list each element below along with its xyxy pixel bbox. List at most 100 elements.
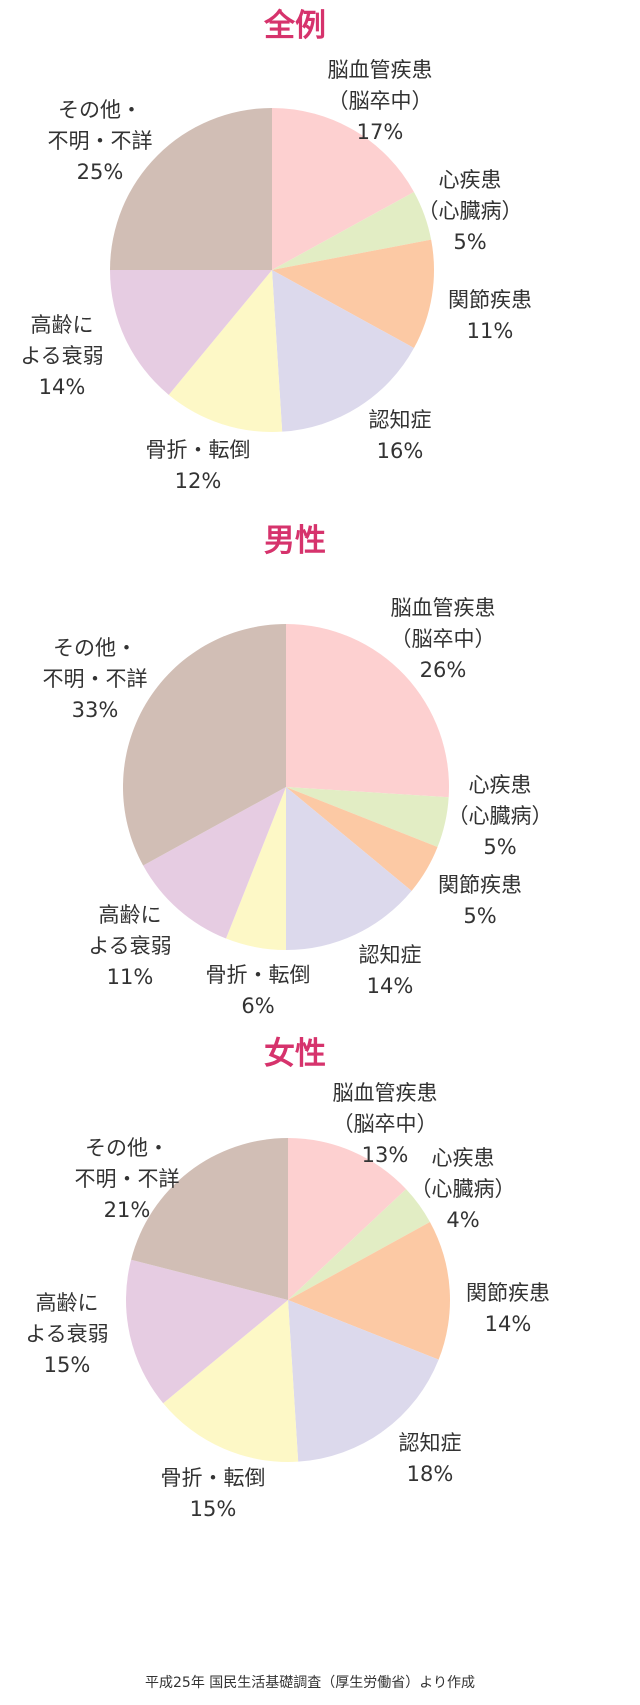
pie-slice-fracture-fall (226, 787, 286, 950)
slice-label-text: （脳卒中） (332, 1112, 438, 1136)
slice-label-text: 関節疾患 (448, 288, 532, 312)
slice-label-text: 認知症 (358, 943, 422, 967)
slice-percent: 33% (71, 698, 119, 722)
slice-percent: 13% (361, 1143, 409, 1167)
pie-slice-other-unknown (131, 1138, 288, 1300)
slice-label-heart-disease: 心疾患 （心臓病） 5% (448, 770, 553, 863)
pie-slice-other-unknown (122, 624, 286, 866)
slice-label-text: 認知症 (368, 408, 432, 432)
slice-percent: 18% (406, 1462, 454, 1486)
pie-chart-1: 全例 脳血管疾患 （脳卒中） 17% 心疾患 （心臓病） 5% 関節疾患 11% 認知症 16% 骨折… (0, 0, 640, 500)
slice-percent: 26% (419, 658, 467, 682)
slice-percent: 11% (466, 319, 514, 343)
slice-label-frailty: 高齢による衰弱 15% (25, 1288, 108, 1381)
slice-label-heart-disease: 心疾患 （心臓病） 5% (418, 165, 523, 258)
pie-slice-heart-disease (272, 191, 432, 270)
slice-label-text: 骨折・転倒 (160, 1466, 266, 1490)
slice-label-text: 不明・不詳 (47, 129, 153, 153)
pie-slice-joint-disease (288, 1221, 450, 1360)
slice-label-text: その他・ (58, 98, 142, 122)
slice-percent: 14% (366, 974, 414, 998)
source-note: 平成25年 国民生活基礎調査（厚生労働省）より作成 (145, 1675, 475, 1691)
pie-slice-dementia (288, 1300, 439, 1462)
slice-label-fracture-fall: 骨折・転倒 12% (146, 435, 251, 497)
slice-label-text: 不明・不詳 (42, 667, 148, 691)
slice-percent: 15% (189, 1497, 237, 1521)
slice-label-text: 関節疾患 (438, 873, 522, 897)
slice-label-text: 心疾患 (431, 1146, 495, 1170)
slice-label-text: 脳血管疾患 (390, 596, 496, 620)
pie-chart-3: 女性 脳血管疾患 （脳卒中） 13% 心疾患 （心臓病） 4% 関節疾患 14% 認知症 18% 骨折… (0, 1028, 640, 1528)
slice-percent: 5% (453, 230, 487, 254)
pie-svg (110, 108, 434, 432)
slice-percent: 12% (174, 469, 222, 493)
slice-label-text: （脳卒中） (390, 627, 496, 651)
slice-label-text: その他・ (85, 1136, 169, 1160)
pie-slice-other-unknown (110, 108, 272, 270)
pie-slice-dementia (272, 270, 414, 432)
slice-label-joint-disease: 関節疾患 14% (466, 1278, 550, 1340)
slice-label-stroke: 脳血管疾患 （脳卒中） 13% (333, 1078, 438, 1171)
slice-label-text: 心疾患 (438, 168, 502, 192)
slice-label-fracture-fall: 骨折・転倒 6% (206, 960, 311, 1022)
slice-label-text: （脳卒中） (327, 89, 433, 113)
slice-percent: 4% (446, 1208, 480, 1232)
slice-label-joint-disease: 関節疾患 11% (448, 285, 532, 347)
pie-svg (122, 624, 450, 950)
slice-label-text: 脳血管疾患 (327, 58, 433, 82)
pie-slice-frailty (143, 787, 286, 939)
slice-label-text: （心臓病） (417, 199, 523, 223)
pie-slice-fracture-fall (163, 1300, 299, 1462)
pie-slice-frailty (126, 1259, 288, 1404)
slice-percent: 5% (463, 904, 497, 928)
pie-chart-2: 男性 脳血管疾患 （脳卒中） 26% 心疾患 （心臓病） 5% 関節疾患 5% 認知症 14% 骨折・… (0, 515, 640, 1018)
slice-label-text: 骨折・転倒 (145, 438, 251, 462)
pie-slice-dementia (286, 787, 412, 950)
slice-label-text: 高齢に (98, 903, 162, 927)
pie-slice-stroke (288, 1138, 407, 1300)
slice-percent: 14% (484, 1312, 532, 1336)
slice-label-text: 関節疾患 (466, 1281, 550, 1305)
slice-percent: 25% (76, 160, 124, 184)
slice-label-dementia: 認知症 14% (359, 940, 422, 1002)
slice-label-frailty: 高齢による衰弱 11% (88, 900, 171, 993)
slice-label-text: よる衰弱 (20, 344, 104, 368)
slice-percent: 6% (241, 994, 275, 1018)
slice-label-text: 脳血管疾患 (332, 1081, 438, 1105)
slice-label-text: 骨折・転倒 (205, 963, 311, 987)
chart-title: 男性 (264, 523, 326, 559)
pie-slice-fracture-fall (168, 270, 283, 432)
slice-percent: 16% (376, 439, 424, 463)
slice-label-stroke: 脳血管疾患 （脳卒中） 26% (391, 593, 496, 686)
slice-label-text: 高齢に (30, 313, 94, 337)
pie-slice-heart-disease (286, 787, 449, 847)
chart-title: 女性 (264, 1036, 326, 1072)
slice-label-text: 不明・不詳 (74, 1167, 180, 1191)
slice-percent: 14% (38, 375, 86, 399)
slice-label-text: 認知症 (398, 1431, 462, 1455)
slice-percent: 5% (483, 835, 517, 859)
slice-label-text: よる衰弱 (88, 934, 172, 958)
slice-label-dementia: 認知症 18% (399, 1428, 462, 1490)
slice-label-fracture-fall: 骨折・転倒 15% (161, 1463, 266, 1525)
slice-label-dementia: 認知症 16% (369, 405, 432, 467)
slice-label-heart-disease: 心疾患 （心臓病） 4% (411, 1143, 516, 1236)
slice-label-other-unknown: その他・不明・不詳 21% (75, 1133, 180, 1226)
pie-slice-frailty (110, 270, 272, 395)
slice-label-text: よる衰弱 (25, 1322, 109, 1346)
slice-label-frailty: 高齢による衰弱 14% (20, 310, 103, 403)
slice-percent: 21% (103, 1198, 151, 1222)
slice-label-other-unknown: その他・不明・不詳 25% (48, 95, 153, 188)
pie-slice-joint-disease (272, 239, 434, 349)
slice-percent: 15% (43, 1353, 91, 1377)
slice-label-stroke: 脳血管疾患 （脳卒中） 17% (328, 55, 433, 148)
slice-label-text: 高齢に (35, 1291, 99, 1315)
pie-slice-heart-disease (288, 1189, 430, 1300)
slice-label-text: その他・ (53, 636, 137, 660)
slice-percent: 11% (106, 965, 154, 989)
slice-label-other-unknown: その他・不明・不詳 33% (43, 633, 148, 726)
chart-title: 全例 (264, 8, 326, 44)
pie-svg (126, 1138, 450, 1462)
slice-label-text: （心臓病） (447, 804, 553, 828)
pie-slice-joint-disease (286, 787, 438, 891)
